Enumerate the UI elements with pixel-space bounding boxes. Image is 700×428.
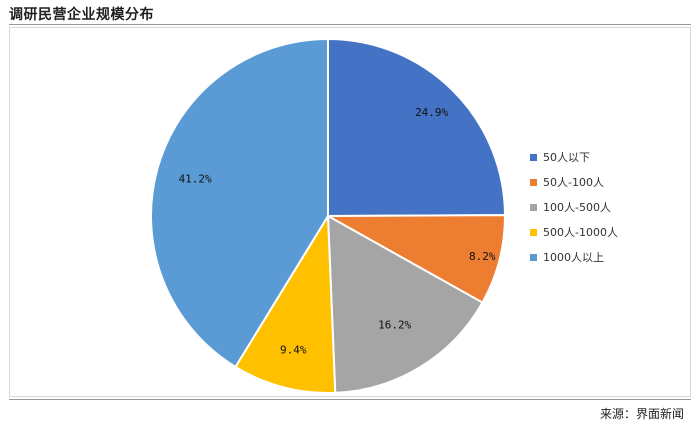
legend-swatch	[530, 253, 537, 261]
legend-label: 500人-1000人	[543, 226, 618, 239]
slice-value-label: 9.4%	[280, 344, 307, 357]
legend-label: 50人-100人	[543, 176, 604, 189]
legend-item: 100人-500人	[530, 198, 618, 216]
slice-value-label: 41.2%	[179, 172, 212, 185]
pie-slice	[326, 214, 484, 394]
slice-value-label: 24.9%	[415, 106, 448, 119]
legend-label: 1000人以上	[543, 251, 604, 264]
legend-item: 50人-100人	[530, 173, 618, 191]
legend-item: 500人-1000人	[530, 223, 618, 241]
slice-value-label: 8.2%	[469, 250, 496, 263]
footer-divider	[9, 399, 691, 400]
legend-swatch	[530, 153, 537, 161]
pie-slice	[324, 214, 506, 304]
legend-label: 50人以下	[543, 151, 590, 164]
pie-slice	[327, 37, 507, 218]
slice-value-label: 16.2%	[378, 319, 411, 332]
legend: 50人以下 50人-100人 100人-500人 500人-1000人 1000…	[530, 148, 618, 266]
pie-slice	[234, 212, 337, 394]
pie-slice	[150, 37, 329, 369]
title-divider	[9, 24, 691, 25]
legend-swatch	[530, 203, 537, 211]
legend-item: 50人以下	[530, 148, 618, 166]
legend-label: 100人-500人	[543, 201, 611, 214]
legend-item: 1000人以上	[530, 248, 618, 266]
source-note: 来源：界面新闻	[599, 407, 684, 421]
chart-title: 调研民营企业规模分布	[9, 7, 154, 23]
legend-swatch	[530, 228, 537, 236]
legend-swatch	[530, 178, 537, 186]
